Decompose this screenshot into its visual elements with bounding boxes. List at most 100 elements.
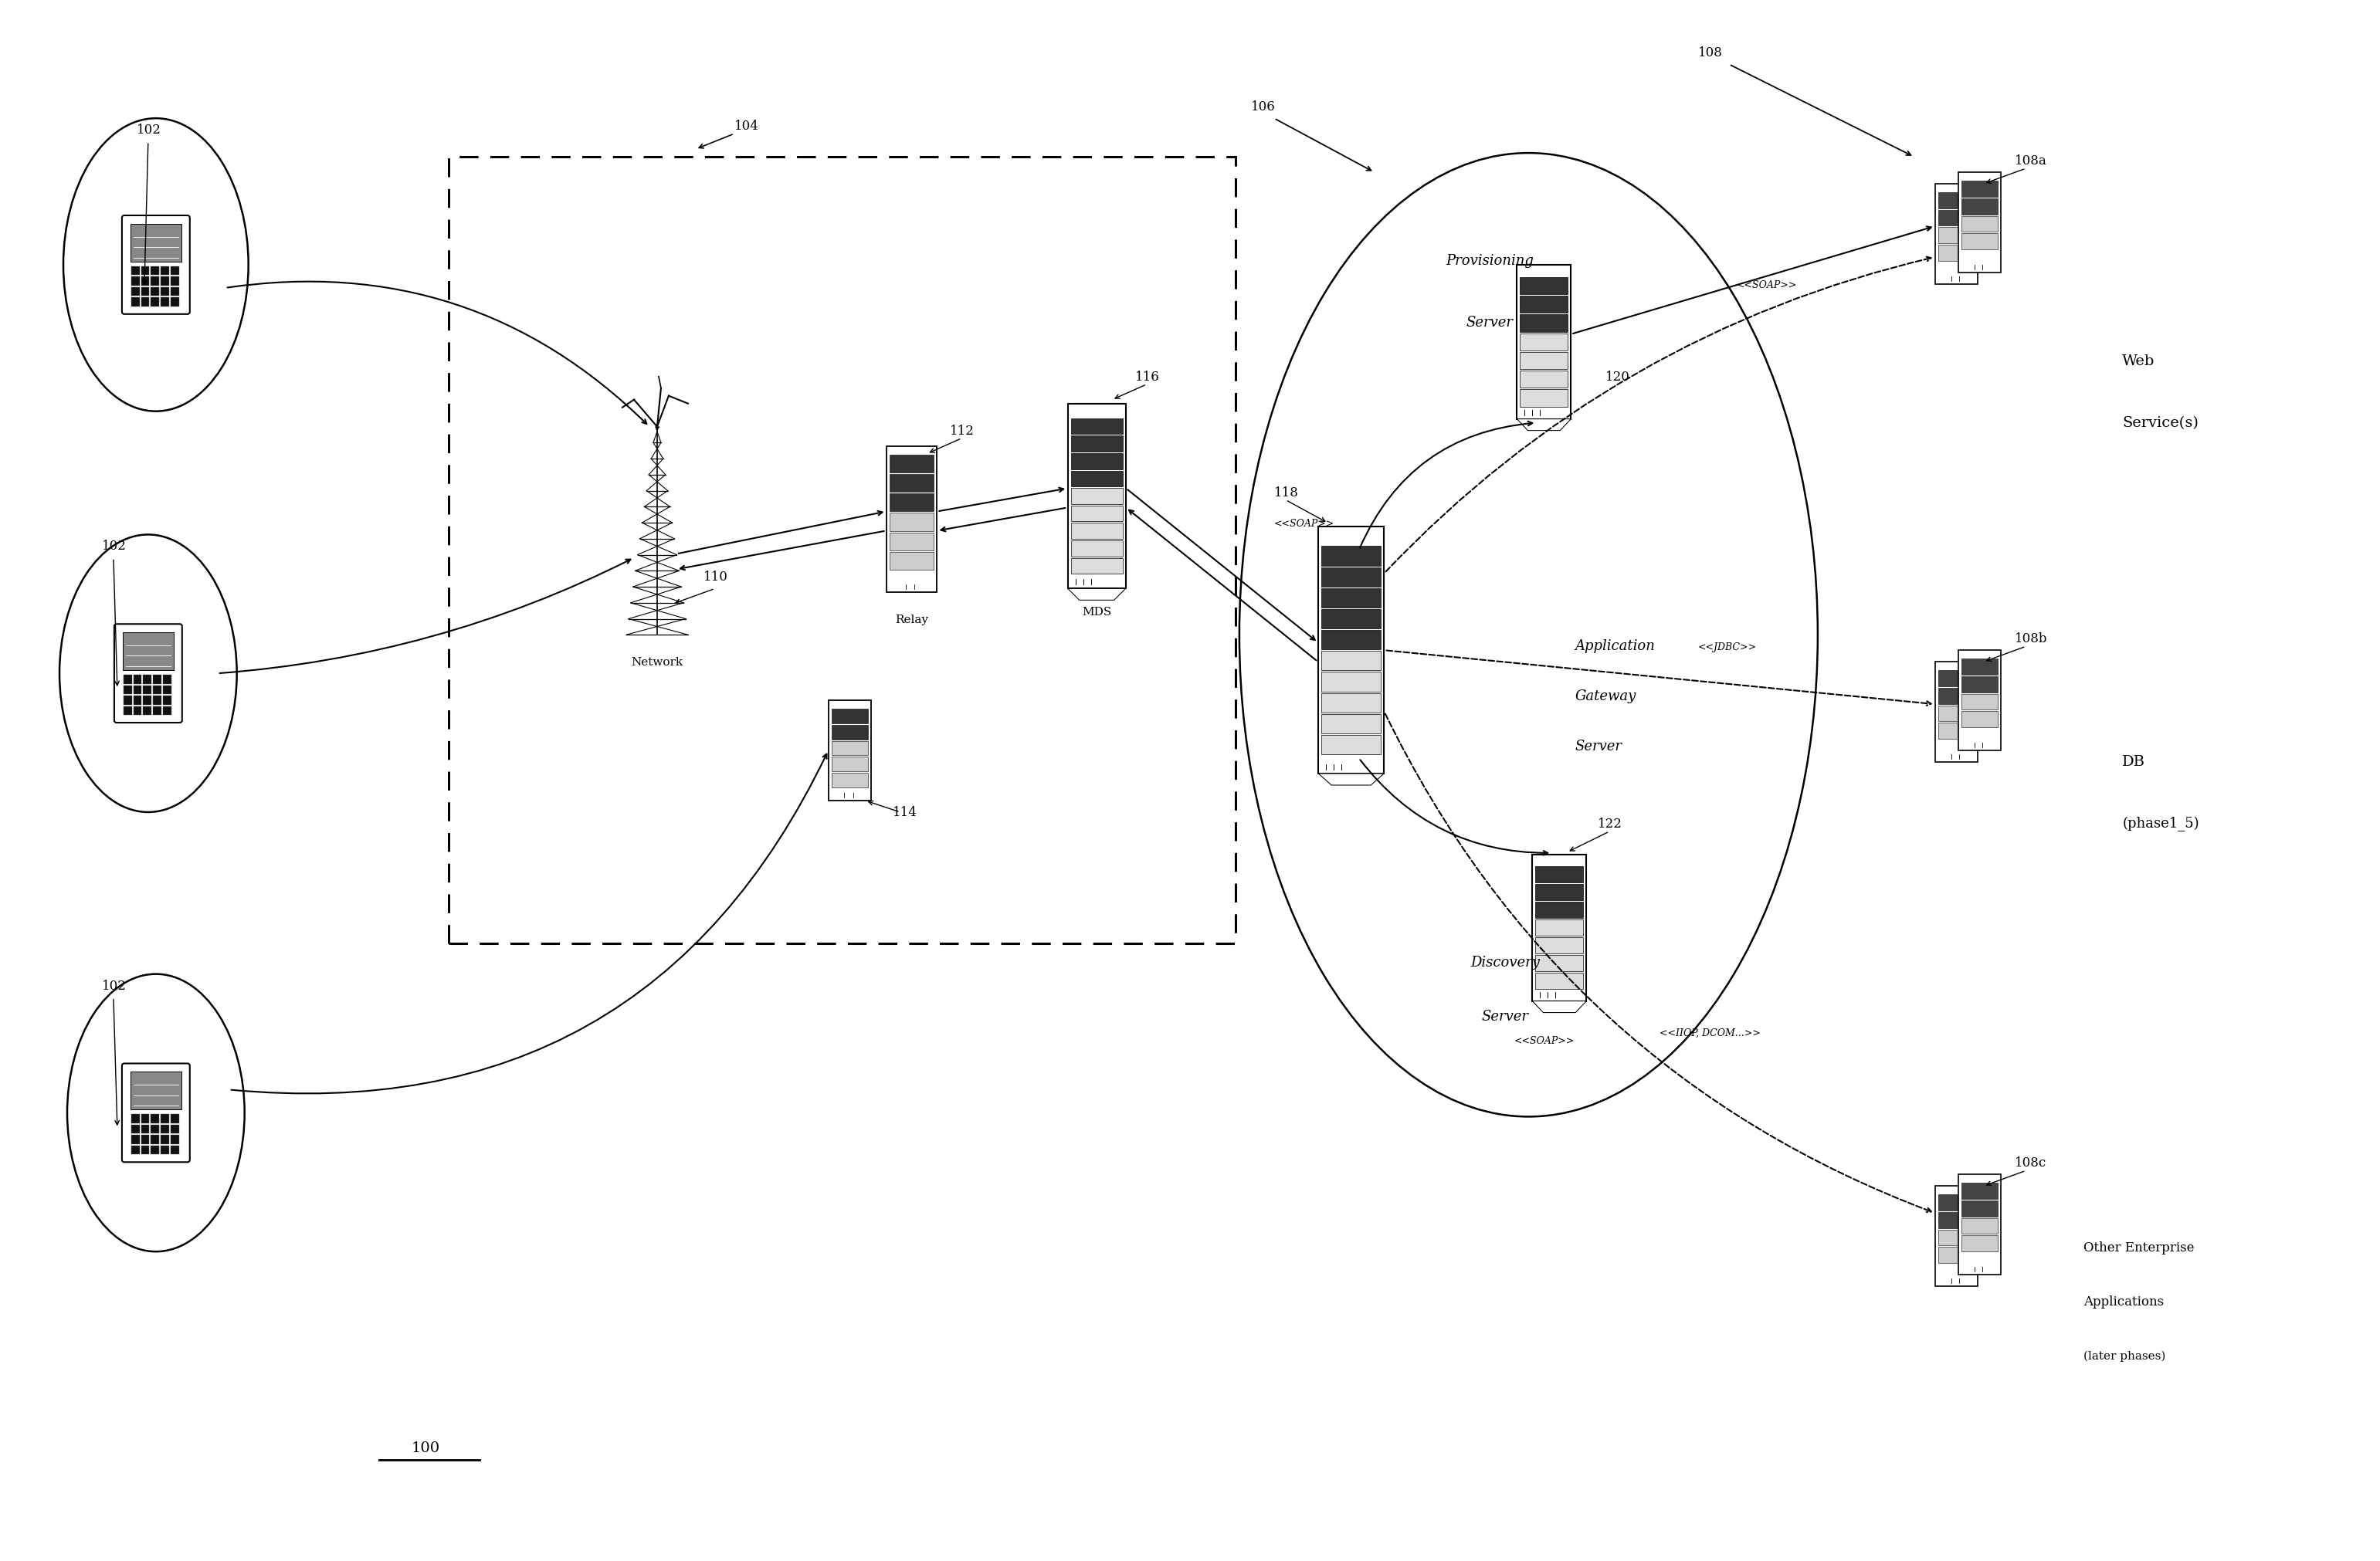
Text: Other Enterprise: Other Enterprise [2085, 1241, 2194, 1255]
Text: 110: 110 [704, 571, 728, 584]
Text: 108b: 108b [2013, 632, 2047, 646]
Text: Server: Server [1466, 315, 1514, 329]
Bar [1071, 489, 1123, 504]
Bar [831, 741, 869, 756]
Text: <<IIOP, DCOM...>>: <<IIOP, DCOM...>> [1659, 1029, 1761, 1038]
Text: Network: Network [631, 657, 683, 668]
Text: (phase1_5): (phase1_5) [2123, 816, 2199, 832]
Bar [1961, 233, 1997, 250]
Bar [150, 1146, 159, 1155]
Bar [1935, 184, 1978, 284]
Text: Applications: Applications [2085, 1296, 2163, 1308]
Bar [162, 674, 171, 684]
Bar [885, 446, 938, 592]
Bar [152, 674, 162, 684]
Bar [1535, 955, 1583, 971]
Bar [1071, 453, 1123, 468]
Bar [150, 1115, 159, 1122]
Bar [124, 674, 131, 684]
Bar [131, 1124, 140, 1133]
Text: 100: 100 [412, 1441, 440, 1455]
Bar [150, 298, 159, 306]
Ellipse shape [64, 119, 248, 411]
Bar [1071, 470, 1123, 487]
Bar [1533, 854, 1587, 1001]
Bar [1937, 245, 1975, 261]
Text: 102: 102 [102, 540, 126, 553]
Text: Relay: Relay [895, 615, 928, 626]
Bar [140, 265, 150, 275]
FancyBboxPatch shape [121, 1063, 190, 1161]
Bar [831, 757, 869, 771]
Bar [1535, 884, 1583, 901]
Text: Web: Web [2123, 354, 2154, 368]
Bar [1321, 693, 1380, 712]
Bar [890, 532, 933, 551]
Text: MDS: MDS [1083, 607, 1111, 618]
Bar [171, 1115, 178, 1122]
Bar [1961, 1236, 1997, 1252]
Bar [1937, 1194, 1975, 1210]
Bar [1937, 1230, 1975, 1246]
Bar [831, 773, 869, 787]
Bar [171, 1124, 178, 1133]
Bar [1937, 1211, 1975, 1229]
Text: 108a: 108a [2013, 155, 2047, 167]
FancyBboxPatch shape [121, 215, 190, 314]
Bar [1521, 370, 1568, 387]
Bar [162, 1124, 169, 1133]
Bar [1535, 866, 1583, 882]
Bar [1521, 332, 1568, 350]
Bar [1521, 314, 1568, 331]
Bar [1937, 192, 1975, 208]
Bar [140, 1146, 150, 1155]
Bar [1961, 181, 1997, 197]
Bar [124, 706, 131, 715]
Bar [124, 696, 131, 704]
Bar [152, 685, 162, 695]
Bar [143, 706, 152, 715]
Bar [171, 1135, 178, 1144]
Bar [1071, 436, 1123, 451]
Bar [124, 632, 174, 670]
Bar [1319, 528, 1383, 774]
Bar [1321, 546, 1380, 565]
Bar [1535, 902, 1583, 918]
Text: 114: 114 [892, 805, 916, 820]
Bar [1521, 295, 1568, 312]
Bar [1521, 389, 1568, 406]
Text: 118: 118 [1273, 485, 1299, 500]
Text: Gateway: Gateway [1576, 690, 1635, 704]
Bar [152, 696, 162, 704]
Bar [171, 1146, 178, 1155]
Bar [1935, 662, 1978, 762]
Text: Provisioning: Provisioning [1447, 254, 1535, 268]
Bar [131, 276, 140, 286]
Bar [140, 276, 150, 286]
Text: <<SOAP>>: <<SOAP>> [1273, 520, 1335, 529]
Bar [133, 674, 143, 684]
Text: Application: Application [1576, 640, 1654, 654]
Text: Server: Server [1576, 740, 1621, 754]
Ellipse shape [60, 534, 238, 812]
Text: 116: 116 [1135, 370, 1159, 384]
Polygon shape [1069, 588, 1126, 599]
Bar [133, 696, 143, 704]
Bar [162, 1115, 169, 1122]
Text: 108: 108 [1699, 47, 1723, 59]
Bar [150, 276, 159, 286]
Bar [162, 265, 169, 275]
Bar [131, 1146, 140, 1155]
Bar [1321, 631, 1380, 649]
Text: 112: 112 [950, 425, 976, 437]
Bar [1937, 209, 1975, 226]
Bar [831, 709, 869, 723]
Bar [1071, 418, 1123, 434]
Bar [162, 287, 169, 297]
Bar [1937, 228, 1975, 244]
Bar [1935, 1186, 1978, 1286]
Bar [1959, 172, 2002, 273]
Bar [133, 685, 143, 695]
Bar [124, 685, 131, 695]
Text: 102: 102 [102, 979, 126, 993]
